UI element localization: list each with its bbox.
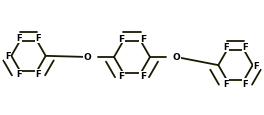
Text: F: F — [118, 34, 124, 43]
Text: F: F — [16, 70, 21, 79]
Text: F: F — [253, 61, 259, 70]
Text: F: F — [36, 70, 41, 79]
Text: F: F — [243, 79, 248, 88]
Text: F: F — [243, 43, 248, 52]
Text: F: F — [140, 34, 146, 43]
Text: O: O — [172, 53, 180, 62]
Text: F: F — [118, 72, 124, 81]
Text: F: F — [223, 43, 228, 52]
Text: F: F — [36, 34, 41, 43]
Text: F: F — [16, 34, 21, 43]
Text: F: F — [5, 52, 11, 61]
Text: F: F — [223, 79, 228, 88]
Text: F: F — [140, 72, 146, 81]
Text: O: O — [84, 53, 92, 62]
